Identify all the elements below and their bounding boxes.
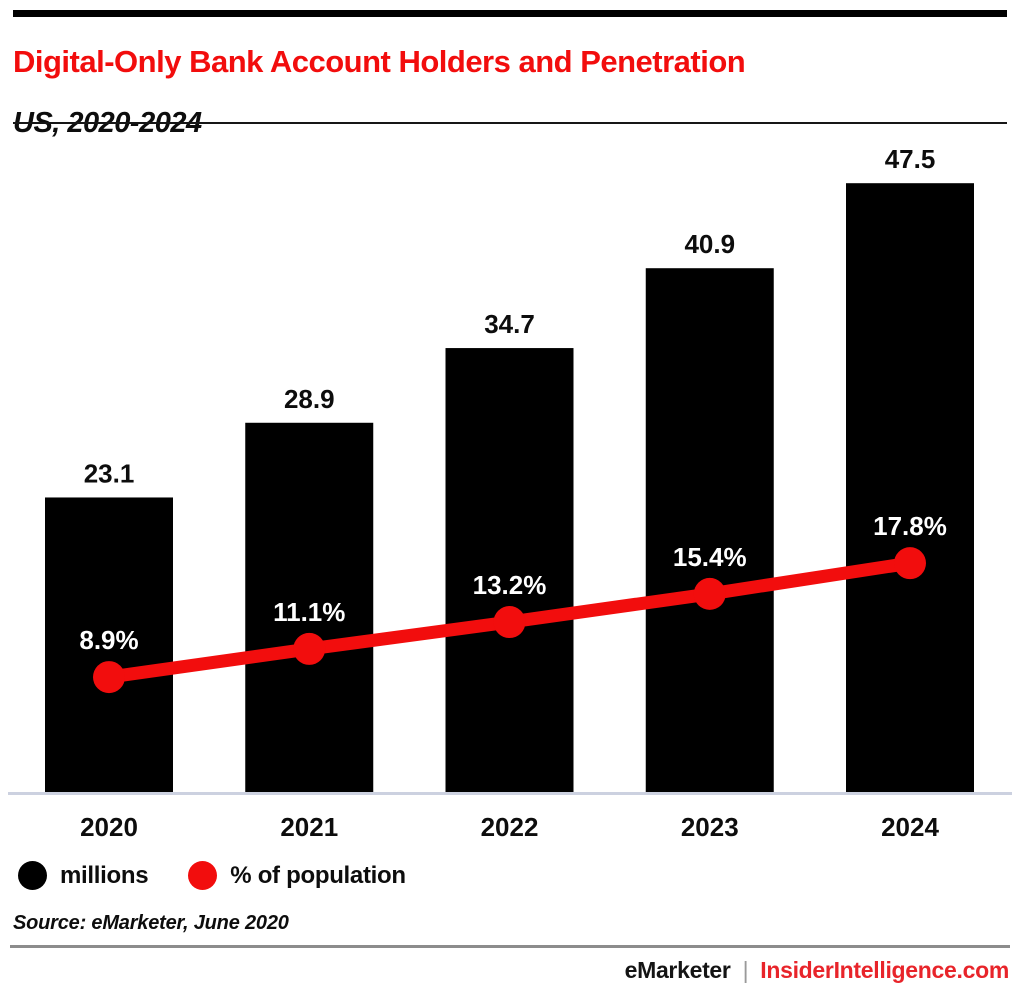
- x-axis-label-2020: 2020: [80, 812, 138, 842]
- line-value-label-2024: 17.8%: [873, 511, 947, 541]
- line-value-label-2022: 13.2%: [473, 570, 547, 600]
- bar-value-label-2021: 28.9: [284, 384, 335, 414]
- bar-2022: [445, 348, 574, 795]
- bar-2021: [245, 422, 374, 795]
- footer-branding: eMarketer | InsiderIntelligence.com: [624, 957, 1010, 984]
- x-axis-label-2024: 2024: [881, 812, 939, 842]
- bar-2020: [45, 497, 173, 795]
- legend-item-millions: millions: [18, 861, 149, 890]
- chart-canvas: 23.1 28.9 34.7 40.9 47.5 2020 2021 2022 2023 2024…: [8, 144, 1012, 842]
- bar-2024: [846, 183, 974, 795]
- line-marker-2023: [693, 577, 726, 610]
- legend-label-millions: millions: [60, 861, 149, 889]
- footer-brand: eMarketer: [624, 957, 731, 983]
- bar-2023: [645, 268, 774, 795]
- chart-legend: millions % of population: [18, 861, 406, 890]
- bar-value-label-2020: 23.1: [84, 458, 135, 488]
- line-value-label-2021: 11.1%: [273, 597, 345, 627]
- bar-value-label-2022: 34.7: [484, 309, 535, 339]
- footer-divider: [10, 945, 1010, 948]
- bar-value-label-2023: 40.9: [684, 229, 735, 259]
- source-note: Source: eMarketer, June 2020: [13, 912, 289, 934]
- line-value-label-2020: 8.9%: [79, 625, 138, 655]
- x-axis-line: [8, 792, 1012, 795]
- line-marker-2022: [493, 606, 526, 639]
- legend-swatch-pct-of-population: [188, 861, 218, 890]
- x-axis-label-2022: 2022: [481, 812, 539, 842]
- line-marker-2024: [894, 547, 926, 580]
- x-axis-label-2023: 2023: [681, 812, 739, 842]
- bar-line-chart: 23.1 28.9 34.7 40.9 47.5 2020 2021 2022 2023 2024…: [0, 130, 1020, 845]
- top-rule: [13, 10, 1007, 17]
- footer-separator: |: [742, 957, 749, 983]
- page-title: Digital-Only Bank Account Holders and Pe…: [13, 43, 746, 79]
- legend-swatch-millions: [18, 861, 47, 890]
- legend-item-pct-of-population: % of population: [188, 861, 406, 890]
- header-divider: [13, 122, 1007, 124]
- line-marker-2020: [93, 661, 125, 694]
- line-value-label-2023: 15.4%: [673, 542, 747, 572]
- footer-site-link[interactable]: InsiderIntelligence.com: [760, 957, 1009, 983]
- line-marker-2021: [293, 632, 326, 665]
- x-axis-label-2021: 2021: [280, 812, 338, 842]
- legend-label-pct-of-population: % of population: [230, 861, 406, 889]
- bar-value-label-2024: 47.5: [885, 144, 936, 174]
